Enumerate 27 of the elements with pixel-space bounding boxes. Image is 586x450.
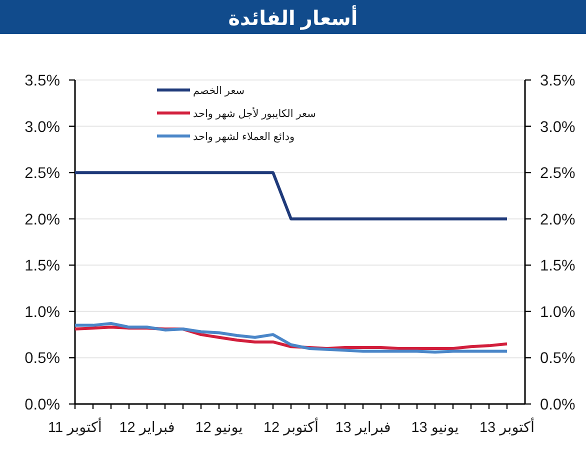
chart-title: أسعار الفائدة	[228, 5, 358, 30]
x-tick-label: فبراير 13	[335, 420, 391, 436]
y-tick-label: 3.5%	[24, 72, 60, 90]
legend-label: ودائع العملاء لشهر واحد	[193, 131, 295, 143]
y-tick-label: 0.5%	[24, 350, 60, 368]
y2-tick-label: 1.0%	[540, 304, 576, 321]
x-tick-label: يونيو 13	[411, 420, 459, 436]
y-tick-label: 2.5%	[24, 165, 60, 182]
x-tick-label: أكتوبر 13	[479, 417, 535, 436]
y2-tick-label: 3.5%	[540, 72, 576, 90]
y2-tick-label: 0.0%	[540, 396, 576, 414]
y2-tick-label: 0.5%	[540, 350, 576, 368]
y-tick-label: 2.0%	[24, 211, 60, 228]
y-tick-label: 3.0%	[24, 118, 60, 136]
y2-tick-label: 3.0%	[540, 118, 576, 136]
y-tick-label: 1.0%	[24, 304, 60, 321]
x-tick-label: فبراير 12	[119, 420, 175, 436]
legend-label: سعر الكايبور لأجل شهر واحد	[193, 106, 316, 120]
x-tick-label: يونيو 12	[195, 420, 243, 436]
y2-tick-label: 2.0%	[540, 211, 576, 228]
y2-tick-label: 2.5%	[540, 165, 576, 182]
y-tick-label: 0.0%	[24, 396, 60, 414]
y-tick-label: 1.5%	[24, 258, 60, 275]
x-tick-label: أكتوبر 12	[263, 417, 319, 436]
x-tick-label: أكتوبر 11	[48, 417, 102, 436]
y2-tick-label: 1.5%	[540, 258, 576, 275]
legend-label: سعر الخصم	[193, 85, 245, 97]
